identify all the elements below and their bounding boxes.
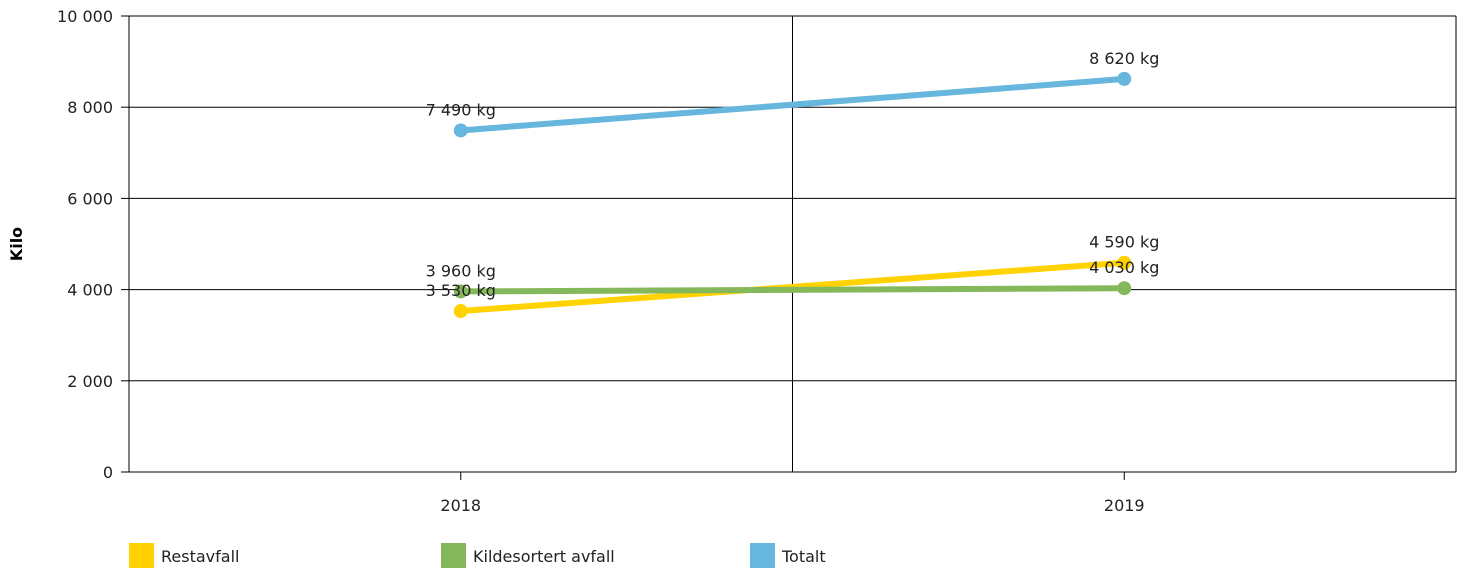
legend-swatch xyxy=(441,543,466,568)
series-line-2 xyxy=(457,285,1128,295)
data-point xyxy=(1117,255,1132,270)
legend: Restavfall Kildesortert avfall Totalt xyxy=(129,543,826,568)
legend-item: Kildesortert avfall xyxy=(441,543,615,568)
data-point xyxy=(453,304,468,319)
data-label: 8 620 kg xyxy=(1089,49,1159,68)
legend-label: Kildesortert avfall xyxy=(473,547,615,566)
legend-label: Totalt xyxy=(781,547,826,566)
legend-swatch xyxy=(750,543,775,568)
axes xyxy=(128,16,1457,473)
x-tick-label: 2019 xyxy=(1104,496,1145,515)
data-label: 4 590 kg xyxy=(1089,233,1159,252)
data-point xyxy=(1117,281,1132,296)
legend-swatch xyxy=(129,543,154,568)
y-tick-label: 2 000 xyxy=(67,372,113,391)
legend-label: Restavfall xyxy=(161,547,239,566)
data-label: 7 490 kg xyxy=(426,100,496,119)
y-tick-label: 8 000 xyxy=(67,98,113,117)
y-tick-label: 10 000 xyxy=(57,7,113,26)
x-axis-ticks: 2018 2019 xyxy=(440,472,1145,515)
gridlines xyxy=(129,15,1456,473)
y-tick-label: 4 000 xyxy=(67,281,113,300)
y-axis-ticks: 0 2 000 4 000 6 000 8 000 10 000 xyxy=(57,7,129,482)
data-point xyxy=(453,123,468,138)
y-tick-label: 0 xyxy=(103,463,113,482)
data-label: 4 030 kg xyxy=(1089,258,1159,277)
data-labels: 3 530 kg 4 590 kg 3 960 kg 4 030 kg 7 490 kg… xyxy=(426,49,1160,300)
y-axis-title: Kilo xyxy=(7,227,26,261)
series-line-3 xyxy=(457,75,1128,134)
legend-item: Restavfall xyxy=(129,543,239,568)
data-point xyxy=(1117,71,1132,86)
series-group xyxy=(453,71,1132,319)
data-label: 3 960 kg xyxy=(426,261,496,280)
x-tick-label: 2018 xyxy=(440,496,481,515)
data-label: 3 530 kg xyxy=(426,281,496,300)
data-point xyxy=(453,284,468,299)
legend-item: Totalt xyxy=(750,543,826,568)
y-tick-label: 6 000 xyxy=(67,189,113,208)
